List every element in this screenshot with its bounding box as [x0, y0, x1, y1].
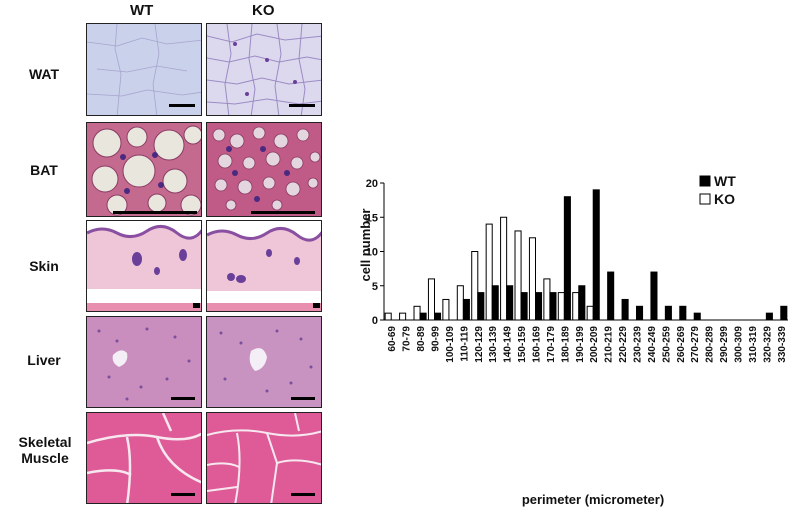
- x-tick-label: 280-289: [705, 326, 716, 363]
- legend-label-ko: KO: [714, 191, 735, 207]
- bar-ko: [399, 312, 407, 321]
- bar-ko: [528, 237, 537, 321]
- bar-wt: [491, 285, 499, 321]
- x-tick-label: 120-129: [474, 326, 485, 363]
- row-label-bat: BAT: [30, 162, 58, 178]
- x-tick-label: 210-219: [604, 326, 615, 363]
- y-tick-label: 15: [366, 212, 378, 224]
- x-tick-label: 310-319: [748, 326, 759, 363]
- x-tick-label: 220-229: [618, 326, 629, 363]
- y-axis-label: cell number: [358, 209, 373, 282]
- bar-wt: [462, 298, 470, 321]
- row-label-skin: Skin: [29, 258, 59, 274]
- x-tick-label: 80-89: [416, 326, 427, 352]
- x-tick-label: 150-159: [517, 326, 528, 363]
- column-label-wt: WT: [130, 2, 154, 19]
- bar-wt: [607, 271, 615, 321]
- bar-wt: [419, 312, 427, 321]
- row-label-liver: Liver: [27, 352, 61, 368]
- x-tick-label: 290-299: [719, 326, 730, 363]
- x-tick-label: 130-139: [488, 326, 499, 363]
- bar-wt: [477, 292, 485, 321]
- muscle-wt-micrograph: [86, 412, 202, 504]
- x-tick-label: 140-149: [503, 326, 514, 363]
- bar-ko: [413, 305, 421, 321]
- bar-ko: [456, 285, 464, 321]
- bar-wt: [549, 292, 557, 321]
- bar-wt: [520, 292, 528, 321]
- bar-ko: [500, 216, 508, 321]
- bar-wt: [535, 292, 543, 321]
- bar-wt: [563, 196, 571, 321]
- x-tick-label: 200-209: [589, 326, 600, 363]
- bar-wt: [780, 305, 788, 321]
- wat-wt-micrograph: [86, 23, 202, 116]
- x-tick-label: 160-169: [532, 326, 543, 363]
- bar-wt: [679, 305, 687, 321]
- y-tick-label: 10: [366, 247, 378, 259]
- legend-swatch-ko: [699, 193, 711, 205]
- skin-ko-micrograph: [206, 220, 322, 312]
- bar-wt: [434, 312, 442, 321]
- x-tick-label: 100-109: [445, 326, 456, 363]
- bar-wt: [693, 312, 701, 321]
- x-tick-label: 260-269: [676, 326, 687, 363]
- bar-ko: [427, 278, 436, 321]
- bar-ko: [384, 312, 392, 321]
- x-axis-label: perimeter (micrometer): [522, 492, 664, 507]
- x-tick-label: 330-339: [777, 326, 788, 363]
- y-tick-label: 20: [366, 178, 378, 190]
- x-tick-label: 170-179: [546, 326, 557, 363]
- x-tick-label: 300-309: [734, 326, 745, 363]
- skin-wt-micrograph: [86, 220, 202, 312]
- x-tick-label: 250-259: [661, 326, 672, 363]
- bar-ko: [442, 298, 450, 321]
- bar-ko: [557, 292, 565, 321]
- bar-wt: [592, 189, 600, 321]
- bar-wt: [765, 312, 773, 321]
- bar-ko: [572, 292, 580, 321]
- perimeter-histogram: cell number perimeter (micrometer) 0 5 10 1…: [358, 173, 788, 507]
- bat-ko-micrograph: [206, 122, 322, 217]
- y-tick-label: 5: [372, 281, 378, 293]
- x-tick-label: 70-79: [402, 326, 413, 352]
- x-tick-label: 320-329: [762, 326, 773, 363]
- x-tick-label: 60-69: [387, 326, 398, 352]
- bar-wt: [636, 305, 644, 321]
- bar-ko: [543, 278, 551, 321]
- row-label-skeletal-muscle: Skeletal Muscle: [18, 434, 72, 466]
- bar-ko: [514, 230, 522, 321]
- liver-ko-micrograph: [206, 316, 322, 408]
- legend-label-wt: WT: [714, 173, 736, 189]
- bar-wt: [650, 271, 658, 321]
- bat-wt-micrograph: [86, 122, 202, 217]
- x-tick-label: 110-119: [459, 326, 470, 362]
- x-tick-label: 90-99: [431, 326, 442, 352]
- liver-wt-micrograph: [86, 316, 202, 408]
- bar-ko: [485, 223, 493, 321]
- bar-wt: [664, 305, 672, 321]
- column-label-ko: KO: [252, 2, 275, 19]
- x-tick-label: 270-279: [690, 326, 701, 363]
- wat-ko-micrograph: [206, 23, 322, 116]
- muscle-ko-micrograph: [206, 412, 322, 504]
- y-tick-label: 0: [372, 315, 378, 327]
- bar-ko: [586, 305, 594, 321]
- bar-wt: [621, 298, 629, 321]
- x-tick-label: 230-239: [633, 326, 644, 363]
- bar-ko: [471, 251, 479, 321]
- row-label-wat: WAT: [28, 66, 60, 82]
- x-tick-label: 240-249: [647, 326, 658, 363]
- bar-wt: [578, 285, 586, 321]
- legend-swatch-wt: [699, 175, 711, 187]
- x-tick-label: 190-199: [575, 326, 586, 363]
- bar-wt: [506, 285, 514, 321]
- x-tick-label: 180-189: [560, 326, 571, 363]
